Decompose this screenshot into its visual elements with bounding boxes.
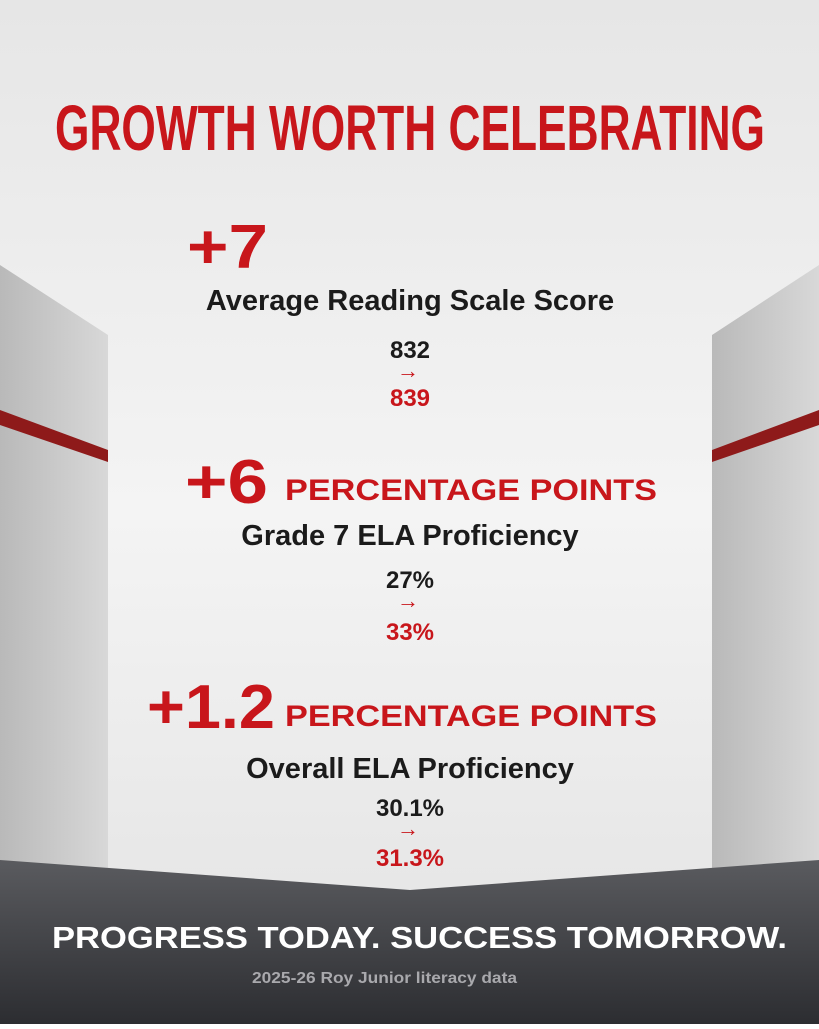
stat-change: +7: [187, 213, 268, 282]
stat-to: 31.3%: [376, 845, 444, 872]
stat-from: 832: [390, 337, 430, 364]
stat-from: 30.1%: [376, 795, 444, 822]
stat-label: Overall ELA Proficiency: [246, 753, 574, 785]
left-panel: [0, 265, 108, 870]
stat-arrow: →: [397, 816, 419, 841]
left-stripe: [0, 410, 108, 462]
source: 2025-26 Roy Junior literacy data: [252, 970, 517, 987]
stat-arrow: →: [397, 358, 419, 383]
tagline: PROGRESS TODAY. SUCCESS TOMORROW.: [52, 920, 787, 955]
stat-change: +1.2: [147, 673, 275, 742]
footer-band: [0, 860, 819, 1024]
right-panel: [712, 265, 819, 870]
stat-to: 33%: [386, 619, 434, 646]
stat-label: Grade 7 ELA Proficiency: [241, 520, 578, 552]
right-stripe: [712, 410, 819, 462]
stat-from: 27%: [386, 567, 434, 594]
stat-arrow: →: [397, 588, 419, 613]
stat-label: Average Reading Scale Score: [206, 285, 614, 317]
stat-to: 839: [390, 385, 430, 412]
stat-unit: PERCENTAGE POINTS: [285, 700, 657, 733]
title: GROWTH WORTH CELEBRATING: [55, 92, 765, 164]
stat-change: +6: [185, 448, 268, 517]
stat-unit: PERCENTAGE POINTS: [285, 474, 657, 507]
